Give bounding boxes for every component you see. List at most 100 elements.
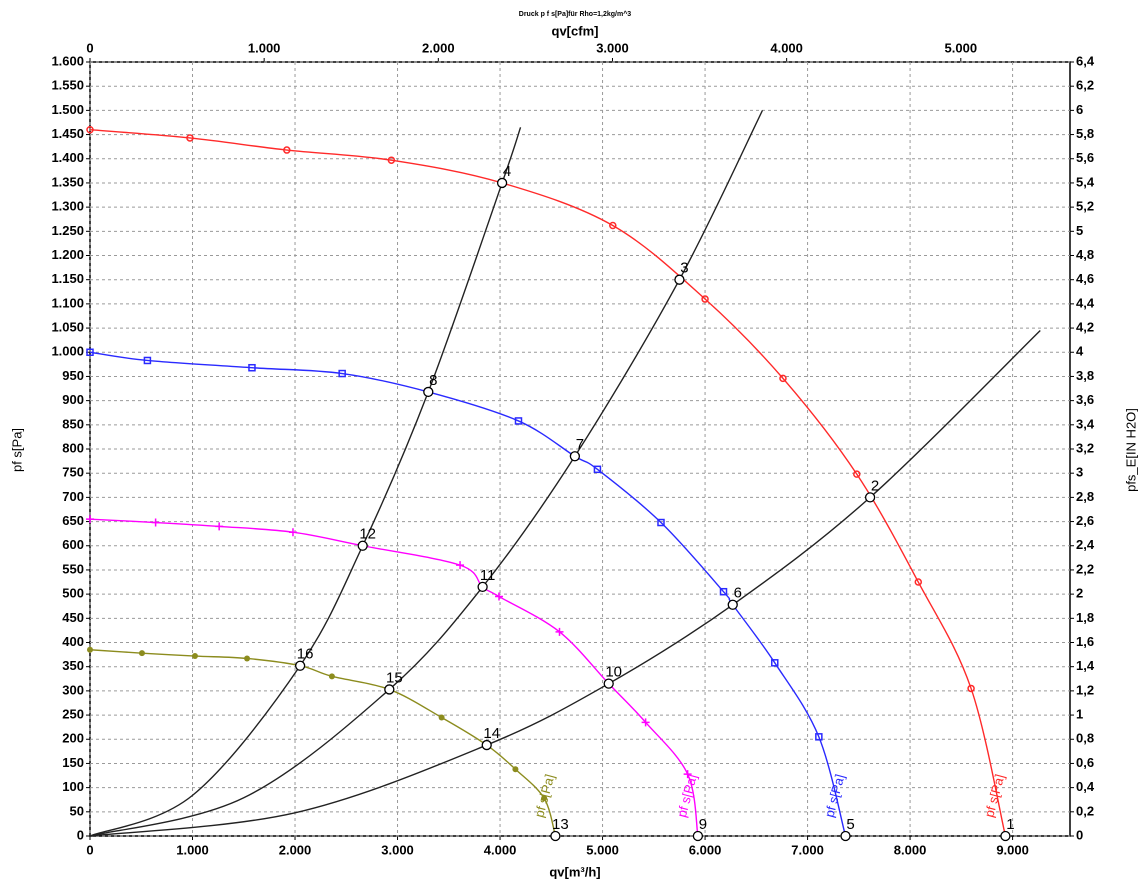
- marker: [641, 718, 650, 727]
- y2-tick-label: 1,2: [1076, 682, 1094, 697]
- x-tick-label: 0: [86, 842, 93, 857]
- marker: [244, 655, 251, 662]
- marker: [683, 770, 692, 779]
- y-tick-label: 950: [62, 368, 84, 383]
- point-label: 12: [359, 526, 376, 543]
- marker: [338, 369, 346, 378]
- marker: [555, 627, 564, 636]
- y2-tick-label: 1,6: [1076, 634, 1094, 649]
- marker: [771, 659, 779, 667]
- point-label: 8: [429, 372, 437, 389]
- operating-point: [477, 581, 488, 593]
- x-tick-label: 5.000: [586, 842, 619, 857]
- marker: [288, 528, 297, 537]
- y2-tick-label: 4,8: [1076, 247, 1094, 262]
- y-tick-label: 350: [62, 658, 84, 673]
- marker: [853, 470, 861, 478]
- x-tick-label: 6.000: [689, 842, 722, 857]
- operating-point: [1000, 830, 1011, 842]
- point-label: 3: [680, 260, 688, 277]
- marker: [387, 156, 396, 164]
- fan-curve: [89, 129, 1007, 837]
- chart-title: Druck p f s[Pa]für Rho=1,2kg/m^3: [519, 10, 632, 18]
- y2-tick-label: 4,2: [1076, 320, 1094, 335]
- y-tick-label: 400: [62, 634, 84, 649]
- y2-tick-label: 3: [1076, 465, 1083, 480]
- marker: [541, 795, 548, 802]
- system-curve: [89, 127, 522, 837]
- y-tick-label: 800: [62, 440, 84, 455]
- x-tick-label: 3.000: [381, 842, 414, 857]
- series-label: pf s[Pa]: [822, 772, 848, 818]
- marker: [514, 417, 523, 425]
- y-tick-label: 1.050: [51, 320, 84, 335]
- y-tick-label: 100: [62, 779, 84, 794]
- x-tick-label: 2.000: [279, 842, 312, 857]
- point-label: 9: [699, 816, 707, 833]
- y2-tick-label: 0: [1076, 827, 1083, 842]
- marker: [779, 374, 787, 383]
- marker: [86, 348, 94, 356]
- y2-tick-label: 0,2: [1076, 803, 1094, 818]
- y2-tick-label: 5,2: [1076, 199, 1094, 214]
- operating-point: [727, 599, 738, 610]
- y-tick-label: 600: [62, 537, 84, 552]
- operating-point: [496, 177, 508, 189]
- y2-tick-label: 2: [1076, 586, 1083, 601]
- fan-curve: [89, 351, 847, 837]
- marker: [283, 146, 291, 154]
- y-tick-label: 1.150: [51, 271, 84, 286]
- y-tick-label: 1.000: [51, 344, 84, 359]
- marker: [719, 587, 728, 596]
- x2-tick-label: 3.000: [596, 40, 629, 55]
- y2-tick-label: 6: [1076, 102, 1083, 117]
- marker: [438, 714, 445, 721]
- y-tick-label: 650: [62, 513, 84, 528]
- y2-tick-label: 2,4: [1076, 537, 1095, 552]
- point-label: 11: [480, 567, 496, 584]
- marker: [495, 592, 504, 601]
- marker: [248, 363, 256, 372]
- point-label: 16: [297, 646, 314, 663]
- point-label: 14: [483, 725, 500, 742]
- y2-tick-label: 2,8: [1076, 489, 1094, 504]
- operating-point: [423, 386, 434, 398]
- point-label: 6: [734, 585, 742, 602]
- y-tick-label: 700: [62, 489, 84, 504]
- marker: [593, 465, 602, 474]
- y-tick-label: 1.200: [51, 247, 84, 262]
- y-tick-label: 250: [62, 707, 84, 722]
- y2-tick-label: 6,4: [1076, 53, 1095, 68]
- x-tick-label: 7.000: [791, 842, 824, 857]
- y2-tick-label: 0,6: [1076, 755, 1094, 770]
- y-tick-label: 1.400: [51, 150, 84, 165]
- y-tick-label: 750: [62, 465, 84, 480]
- operating-point: [603, 678, 614, 689]
- y2-tick-label: 0,4: [1076, 779, 1095, 794]
- x2-tick-label: 1.000: [248, 40, 281, 55]
- x2-tick-label: 2.000: [422, 40, 455, 55]
- y-tick-label: 850: [62, 416, 84, 431]
- point-label: 7: [576, 436, 584, 453]
- system-curve: [89, 329, 1041, 837]
- y-tick-label: 1.300: [51, 199, 84, 214]
- marker: [609, 221, 617, 230]
- y-tick-label: 1.450: [51, 126, 84, 141]
- x-tick-label: 1.000: [176, 842, 209, 857]
- marker: [657, 518, 665, 527]
- y-tick-label: 500: [62, 586, 84, 601]
- operating-point: [481, 739, 492, 751]
- y-tick-label: 1.500: [51, 102, 84, 117]
- point-label: 1: [1006, 816, 1014, 833]
- operating-point: [840, 830, 851, 842]
- y2-tick-label: 5,4: [1076, 174, 1095, 189]
- y-tick-label: 1.250: [51, 223, 84, 238]
- point-label: 2: [871, 477, 879, 494]
- y2-tick-label: 5: [1076, 223, 1083, 238]
- y-tick-label: 900: [62, 392, 84, 407]
- y2-tick-label: 3,4: [1076, 416, 1095, 431]
- point-label: 13: [552, 816, 569, 833]
- y2-tick-label: 1,4: [1076, 658, 1095, 673]
- top-axis-label: qv[cfm]: [552, 23, 599, 38]
